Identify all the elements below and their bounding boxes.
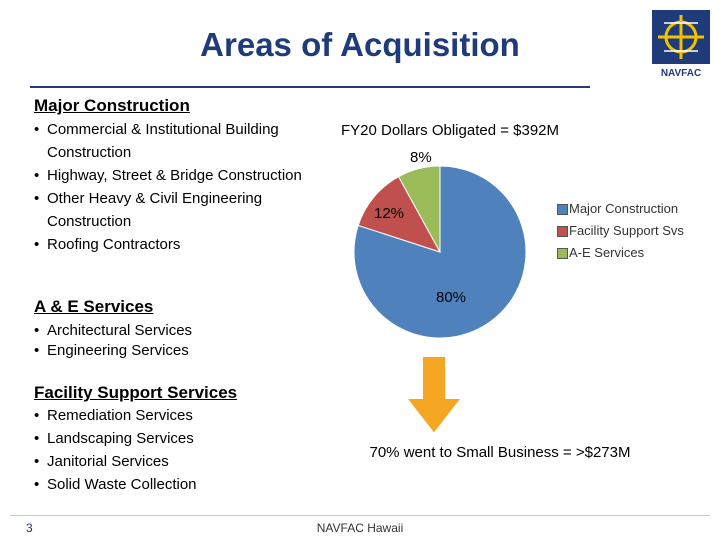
list-item: Remediation Services	[34, 404, 304, 427]
logo-text: NAVFAC	[661, 68, 701, 79]
chart-title: FY20 Dollars Obligated = $392M	[340, 122, 560, 139]
major-construction-list: Commercial & Institutional Building Cons…	[34, 118, 304, 256]
section-heading-ae-services: A & E Services	[34, 297, 154, 316]
list-item: Janitorial Services	[34, 450, 304, 473]
small-business-summary: 70% went to Small Business = >$273M	[369, 444, 631, 461]
pie-slice-major-construction	[353, 165, 527, 339]
list-item: Commercial & Institutional Building Cons…	[34, 118, 304, 164]
list-item: Architectural Services	[34, 321, 304, 341]
chart-legend: Major Construction Facility Support Svs …	[557, 201, 707, 267]
list-item: Highway, Street & Bridge Construction	[34, 164, 304, 187]
pie-label-facility-support: 12%	[374, 205, 405, 222]
legend-item: A-E Services	[557, 245, 707, 261]
section-heading-facility-support: Facility Support Services	[34, 383, 238, 402]
footer-text: NAVFAC Hawaii	[316, 521, 404, 535]
list-item: Landscaping Services	[34, 427, 304, 450]
legend-swatch	[557, 204, 568, 215]
bottom-rule	[10, 515, 710, 516]
legend-label: A-E Services	[569, 245, 645, 260]
list-item: Roofing Contractors	[34, 233, 304, 256]
pie-label-ae-services: 8%	[410, 149, 432, 166]
legend-item: Major Construction	[557, 201, 707, 217]
section-heading-major-construction: Major Construction	[34, 96, 190, 115]
legend-swatch	[557, 248, 568, 259]
down-arrow-shape	[403, 355, 465, 436]
navfac-logo: NAVFAC	[652, 10, 710, 80]
slide-number: 3	[26, 521, 33, 535]
list-item: Other Heavy & Civil Engineering Construc…	[34, 187, 304, 233]
legend-label: Major Construction	[569, 201, 679, 216]
down-arrow	[403, 355, 465, 436]
page-title: Areas of Acquisition	[200, 26, 520, 63]
pie-slice-ae-services	[397, 165, 441, 253]
legend-label: Facility Support Svs	[569, 223, 684, 238]
legend-item: Facility Support Svs	[557, 223, 707, 239]
ae-services-list: Architectural Services Engineering Servi…	[34, 321, 304, 361]
legend-swatch	[557, 226, 568, 237]
pie-label-major-construction: 80%	[436, 289, 467, 306]
list-item: Solid Waste Collection	[34, 473, 304, 496]
facility-support-list: Remediation Services Landscaping Service…	[34, 404, 304, 496]
list-item: Engineering Services	[34, 341, 304, 361]
title-rule	[30, 86, 590, 88]
